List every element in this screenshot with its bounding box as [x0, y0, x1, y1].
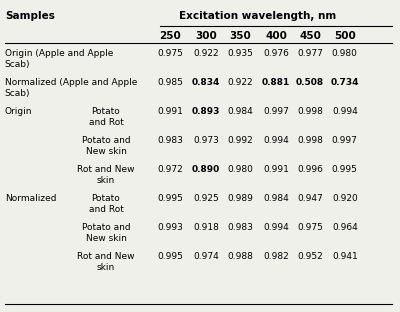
Text: Excitation wavelength, nm: Excitation wavelength, nm — [179, 11, 336, 21]
Text: 0.947: 0.947 — [297, 194, 323, 203]
Text: 0.834: 0.834 — [192, 78, 220, 87]
Text: 0.991: 0.991 — [157, 107, 183, 116]
Text: 0.980: 0.980 — [332, 49, 358, 58]
Text: 0.935: 0.935 — [227, 49, 253, 58]
Text: 0.984: 0.984 — [227, 107, 253, 116]
Text: Potato
and Rot: Potato and Rot — [88, 107, 124, 127]
Text: 0.974: 0.974 — [193, 252, 219, 261]
Text: 0.980: 0.980 — [227, 165, 253, 174]
Text: Normalized: Normalized — [5, 194, 56, 203]
Text: 300: 300 — [195, 31, 217, 41]
Text: 0.988: 0.988 — [227, 252, 253, 261]
Text: 0.983: 0.983 — [157, 136, 183, 145]
Text: 0.973: 0.973 — [193, 136, 219, 145]
Text: 0.996: 0.996 — [297, 165, 323, 174]
Text: 0.994: 0.994 — [263, 223, 289, 232]
Text: 0.993: 0.993 — [157, 223, 183, 232]
Text: Potato
and Rot: Potato and Rot — [88, 194, 124, 214]
Text: 0.995: 0.995 — [157, 252, 183, 261]
Text: 0.998: 0.998 — [297, 107, 323, 116]
Text: 0.952: 0.952 — [297, 252, 323, 261]
Text: 0.918: 0.918 — [193, 223, 219, 232]
Text: 0.984: 0.984 — [263, 194, 289, 203]
Text: 0.881: 0.881 — [262, 78, 290, 87]
Text: 0.975: 0.975 — [297, 223, 323, 232]
Text: 0.972: 0.972 — [157, 165, 183, 174]
Text: 0.941: 0.941 — [332, 252, 358, 261]
Text: 0.994: 0.994 — [332, 107, 358, 116]
Text: Origin (Apple and Apple
Scab): Origin (Apple and Apple Scab) — [5, 49, 113, 69]
Text: 0.995: 0.995 — [332, 165, 358, 174]
Text: Rot and New
skin: Rot and New skin — [77, 165, 135, 185]
Text: 0.998: 0.998 — [297, 136, 323, 145]
Text: 0.992: 0.992 — [227, 136, 253, 145]
Text: 0.976: 0.976 — [263, 49, 289, 58]
Text: Origin: Origin — [5, 107, 32, 116]
Text: 450: 450 — [299, 31, 321, 41]
Text: Potato and
New skin: Potato and New skin — [82, 223, 130, 243]
Text: 250: 250 — [159, 31, 181, 41]
Text: 0.922: 0.922 — [193, 49, 219, 58]
Text: 350: 350 — [229, 31, 251, 41]
Text: 0.982: 0.982 — [263, 252, 289, 261]
Text: Samples: Samples — [5, 11, 55, 21]
Text: 0.977: 0.977 — [297, 49, 323, 58]
Text: 0.989: 0.989 — [227, 194, 253, 203]
Text: 0.893: 0.893 — [192, 107, 220, 116]
Text: 0.975: 0.975 — [157, 49, 183, 58]
Text: 0.991: 0.991 — [263, 165, 289, 174]
Text: 0.890: 0.890 — [192, 165, 220, 174]
Text: 0.994: 0.994 — [263, 136, 289, 145]
Text: 500: 500 — [334, 31, 356, 41]
Text: 400: 400 — [265, 31, 287, 41]
Text: 0.925: 0.925 — [193, 194, 219, 203]
Text: Rot and New
skin: Rot and New skin — [77, 252, 135, 272]
Text: 0.995: 0.995 — [157, 194, 183, 203]
Text: 0.983: 0.983 — [227, 223, 253, 232]
Text: 0.997: 0.997 — [263, 107, 289, 116]
Text: 0.997: 0.997 — [332, 136, 358, 145]
Text: 0.508: 0.508 — [296, 78, 324, 87]
Text: 0.964: 0.964 — [332, 223, 358, 232]
Text: 0.920: 0.920 — [332, 194, 358, 203]
Text: 0.985: 0.985 — [157, 78, 183, 87]
Text: 0.922: 0.922 — [227, 78, 253, 87]
Text: 0.734: 0.734 — [330, 78, 359, 87]
Text: Normalized (Apple and Apple
Scab): Normalized (Apple and Apple Scab) — [5, 78, 137, 98]
Text: Potato and
New skin: Potato and New skin — [82, 136, 130, 156]
